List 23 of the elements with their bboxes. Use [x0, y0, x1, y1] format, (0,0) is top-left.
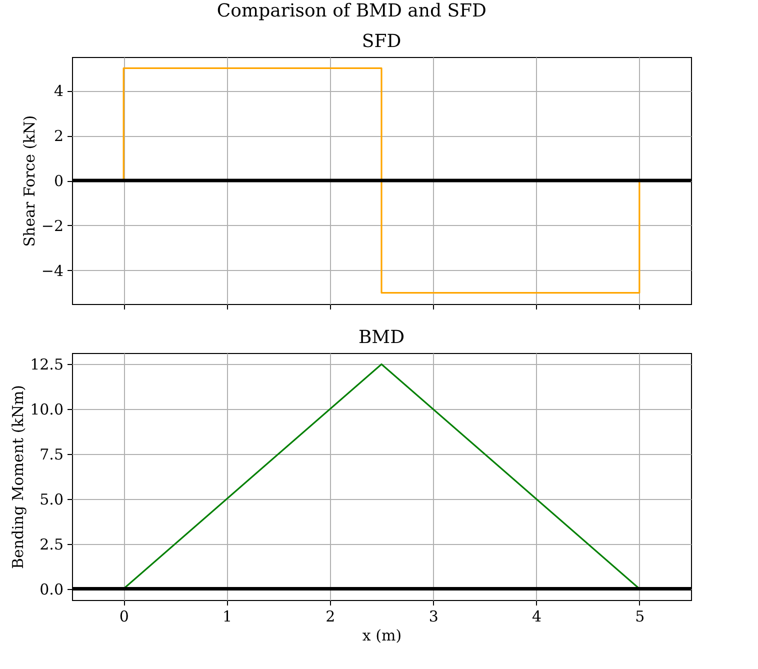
x-axis-title: x (m) — [362, 626, 402, 644]
y-tick-label: 10.0 — [30, 400, 64, 419]
x-tick-label: 5 — [635, 608, 645, 626]
y-tick-label: −4 — [41, 262, 64, 280]
text: Comparison of BMD and SFD — [216, 0, 486, 22]
chart-title: BMD — [358, 327, 405, 348]
x-tick-label: 3 — [428, 608, 438, 626]
y-tick-label: 4 — [54, 82, 64, 100]
y-tick-label: 12.5 — [30, 356, 64, 374]
y-tick-label: 2 — [54, 127, 64, 146]
y-tick-label: −2 — [41, 216, 64, 235]
y-tick-label: 7.5 — [40, 446, 64, 464]
x-tick-label: 4 — [532, 608, 542, 626]
x-tick-label: 0 — [119, 608, 129, 626]
y-tick-label: 0 — [54, 172, 64, 190]
y-axis-title: Bending Moment (kNm) — [9, 384, 28, 570]
chart-title: SFD — [362, 31, 402, 52]
y-tick-label: 0.0 — [40, 580, 64, 598]
y-tick-label: 2.5 — [40, 535, 64, 554]
y-tick-label: 5.0 — [40, 490, 64, 508]
x-tick-label: 2 — [326, 608, 336, 626]
y-axis-title: Shear Force (kN) — [20, 115, 38, 247]
x-tick-label: 1 — [222, 608, 232, 626]
